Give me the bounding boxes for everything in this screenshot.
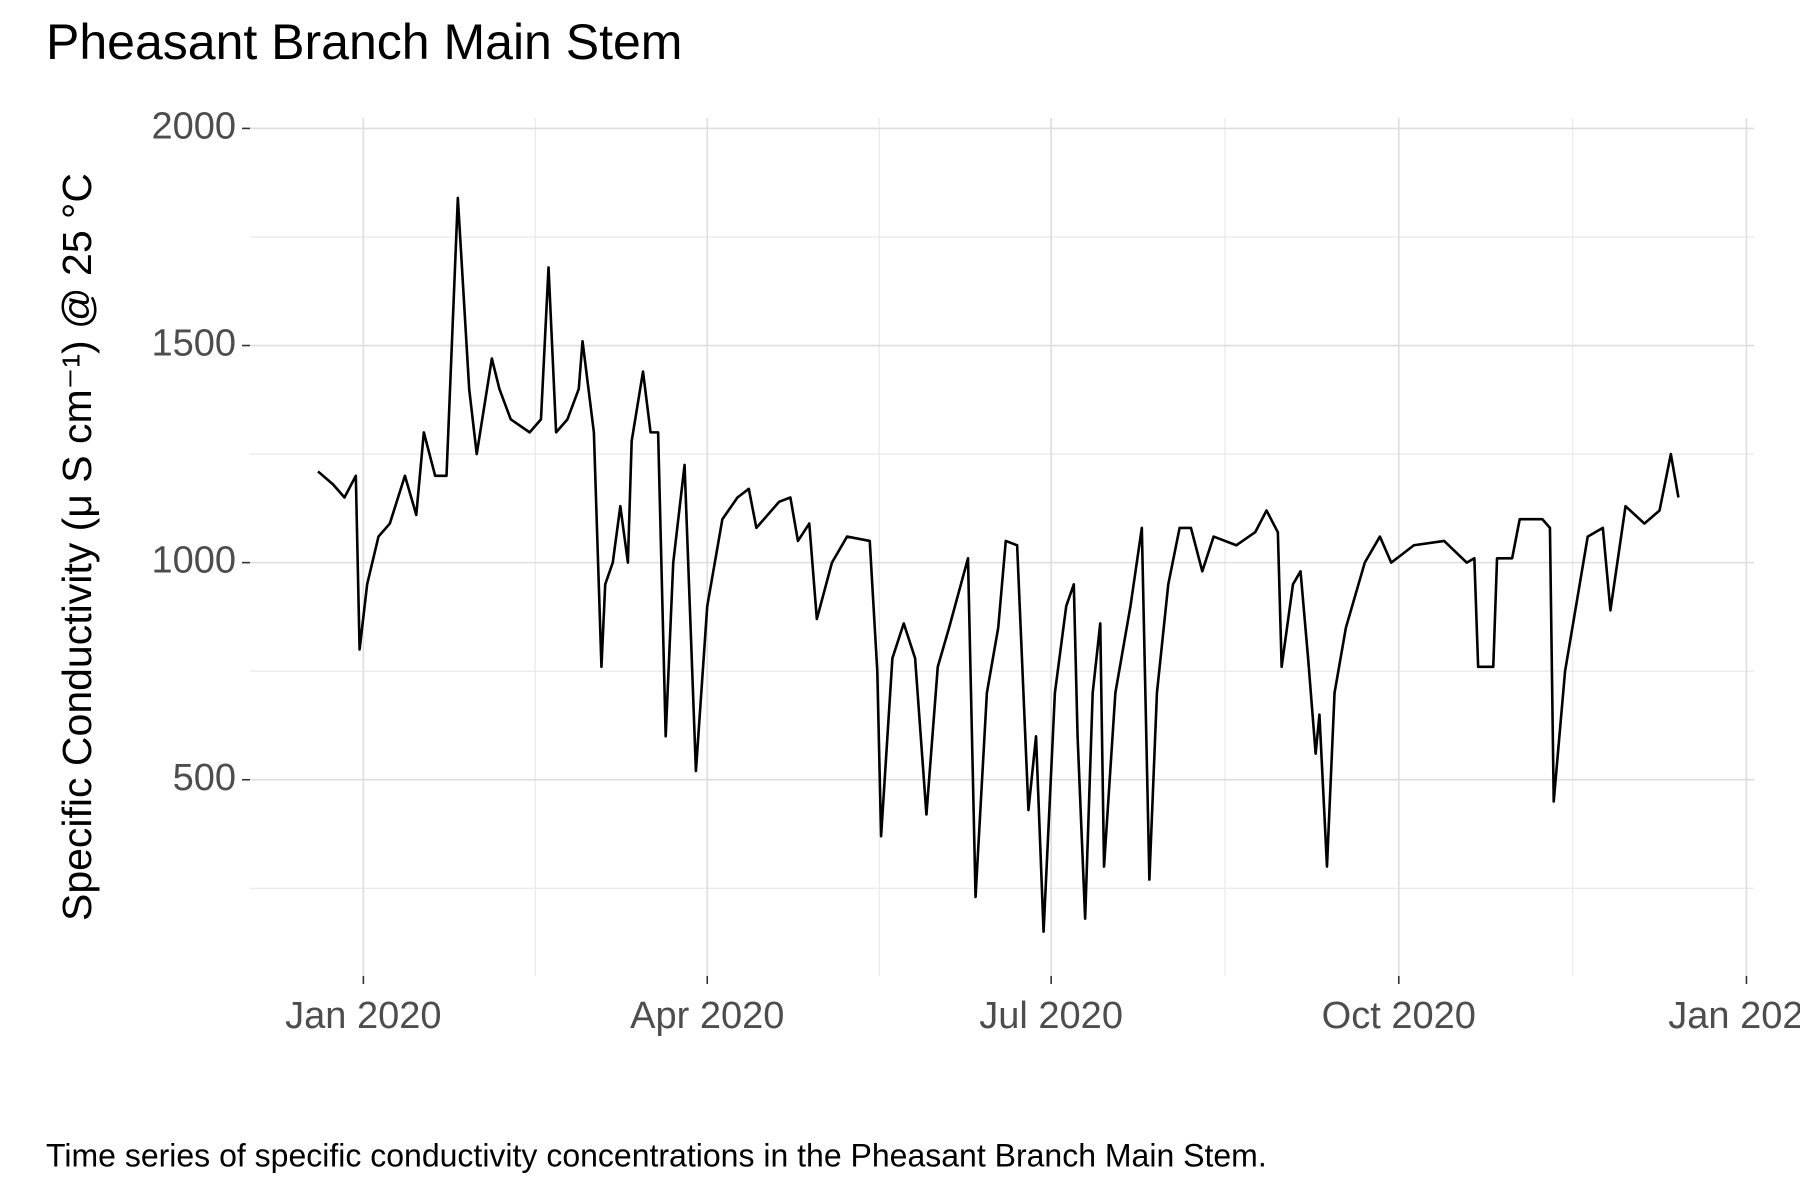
caption: Time series of specific conductivity con… [46, 1137, 1267, 1173]
x-tick-label: Apr 2020 [630, 995, 784, 1037]
x-tick-label: Oct 2020 [1322, 995, 1476, 1037]
x-tick-label: Jan 2020 [285, 995, 441, 1037]
y-tick-label: 500 [173, 757, 236, 799]
chart-title: Pheasant Branch Main Stem [46, 14, 682, 70]
series-line [317, 196, 1680, 934]
y-axis-title: Specific Conductivity (μ S cm⁻¹) @ 25 °C [54, 173, 100, 921]
y-tick-label: 2000 [151, 105, 236, 147]
y-tick-label: 1000 [151, 540, 236, 582]
x-tick-label: Jan 2021 [1668, 995, 1800, 1037]
y-tick-label: 1500 [151, 323, 236, 365]
x-tick-label: Jul 2020 [979, 995, 1123, 1037]
